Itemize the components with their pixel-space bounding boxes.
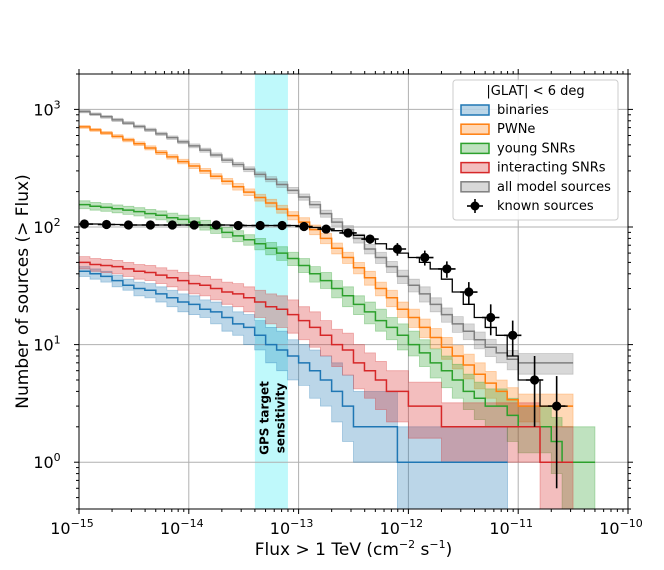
legend-label: interacting SNRs (497, 161, 606, 176)
legend-marker (470, 201, 480, 211)
band-pwne (79, 125, 574, 428)
plot-frame (78, 73, 629, 510)
y-tick-label: 102 (33, 216, 60, 237)
x-tick-label: 10−11 (489, 517, 533, 538)
known-source-point (365, 234, 375, 244)
known-source-point (420, 252, 430, 263)
y-tick-label: 103 (33, 98, 60, 119)
y-tick-label: 100 (33, 451, 60, 472)
known-source-point (233, 220, 243, 231)
known-source-point (529, 375, 540, 385)
legend-label: binaries (497, 103, 549, 118)
line-all-model-sources (79, 110, 574, 364)
known-source-point (211, 220, 221, 230)
x-tick-label: 10−13 (270, 517, 314, 538)
legend-entry-young-snrs: young SNRs (460, 141, 576, 156)
known-source-point (145, 220, 156, 230)
band-all-model-sources (79, 109, 574, 375)
band-young-snrs (79, 200, 596, 509)
known-source-point (508, 330, 518, 340)
legend-label: young SNRs (497, 141, 576, 156)
known-source-point (101, 219, 112, 230)
known-source-point (486, 312, 496, 323)
legend-label: PWNe (497, 122, 535, 137)
legend-entry-interacting-snrs: interacting SNRs (460, 161, 606, 176)
legend-entry-known-sources: known sources (467, 199, 594, 214)
line-pwne (79, 126, 574, 407)
legend-entry-binaries: binaries (460, 103, 549, 118)
known-source-point (299, 221, 309, 232)
legend-swatch (460, 123, 490, 135)
legend-entry-all-model-sources: all model sources (460, 180, 611, 195)
line-young-snrs (79, 203, 595, 463)
legend-label: known sources (497, 199, 594, 214)
line-binaries (79, 270, 508, 463)
known-source-point (255, 220, 265, 231)
line-known-sources (79, 223, 568, 407)
band-binaries (79, 266, 508, 509)
y-tick-label: 101 (33, 334, 60, 355)
sensitivity-band (254, 74, 288, 509)
x-tick-label: 10−12 (380, 517, 424, 538)
known-source-point (442, 264, 452, 274)
known-source-point (189, 220, 199, 230)
known-source-point (277, 220, 287, 231)
x-tick-label: 10−10 (599, 517, 643, 538)
known-source-point (123, 220, 134, 230)
legend-swatch (460, 104, 490, 116)
line-interacting-snrs (79, 261, 574, 463)
x-axis-title: Flux > 1 TeV (cm−2 s−1) (255, 538, 452, 560)
sensitivity-label-line2: sensitivity (273, 383, 287, 454)
legend-swatch (460, 161, 490, 174)
known-source-point (79, 219, 90, 229)
legend-title: |GLAT| < 6 deg (486, 84, 584, 99)
legend-entry-pwne: PWNe (460, 122, 535, 137)
band-interacting-snrs (79, 256, 574, 509)
legend-swatch (460, 181, 490, 193)
known-source-point (552, 401, 562, 411)
legend-swatch (460, 142, 490, 155)
known-source-point (392, 244, 403, 254)
legend: |GLAT| < 6 deg binaries PWNe young SNRs int… (452, 79, 619, 221)
sensitivity-annotation: GPS target sensitivity (257, 381, 287, 455)
x-tick-label: 10−15 (50, 517, 94, 538)
legend-label: all model sources (497, 180, 611, 195)
known-source-point (321, 224, 331, 234)
known-source-point (343, 228, 353, 238)
y-axis-title: Number of sources (> Flux) (13, 174, 33, 408)
sensitivity-label-line1: GPS target (257, 381, 271, 455)
known-source-point (167, 220, 177, 230)
x-tick-label: 10−14 (160, 517, 204, 538)
known-source-point (464, 287, 474, 297)
